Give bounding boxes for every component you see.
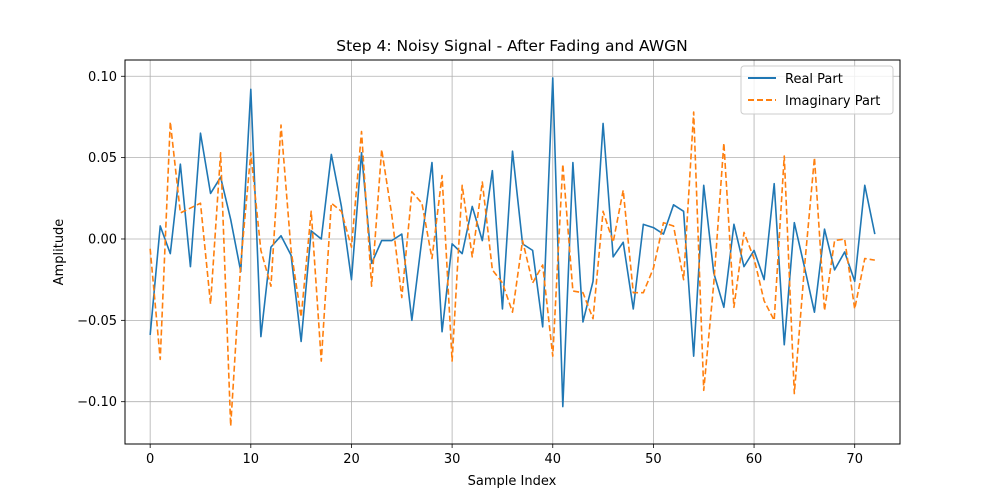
legend: Real Part Imaginary Part bbox=[740, 65, 894, 115]
series-line-imaginary-part bbox=[149, 111, 875, 427]
series-line-real-part bbox=[149, 77, 876, 408]
legend-label-imaginary-part: Imaginary Part bbox=[785, 94, 880, 109]
x-tick-label: 20 bbox=[343, 452, 360, 467]
series-lines bbox=[149, 77, 876, 427]
y-axis-ticks: −0.10 −0.05 0.00 0.05 0.10 bbox=[77, 70, 125, 410]
y-tick-label: 0.10 bbox=[88, 70, 117, 85]
y-tick-label: 0.00 bbox=[88, 232, 117, 247]
x-tick-label: 30 bbox=[444, 452, 461, 467]
x-tick-label: 10 bbox=[243, 452, 260, 467]
y-tick-label: −0.05 bbox=[77, 314, 117, 329]
x-axis-label: Sample Index bbox=[468, 474, 557, 489]
x-tick-label: 0 bbox=[146, 452, 154, 467]
x-tick-label: 50 bbox=[645, 452, 662, 467]
x-tick-label: 70 bbox=[846, 452, 863, 467]
legend-box bbox=[740, 65, 894, 115]
y-tick-label: 0.05 bbox=[88, 151, 117, 166]
x-tick-label: 60 bbox=[746, 452, 763, 467]
y-tick-label: −0.10 bbox=[77, 395, 117, 410]
x-tick-label: 40 bbox=[544, 452, 561, 467]
y-axis-label: Amplitude bbox=[52, 219, 67, 286]
x-axis-ticks: 0 10 20 30 40 50 60 70 bbox=[146, 444, 863, 467]
legend-label-real-part: Real Part bbox=[785, 72, 843, 87]
plot-area-frame bbox=[124, 59, 901, 445]
chart-title: Step 4: Noisy Signal - After Fading and … bbox=[336, 37, 688, 55]
